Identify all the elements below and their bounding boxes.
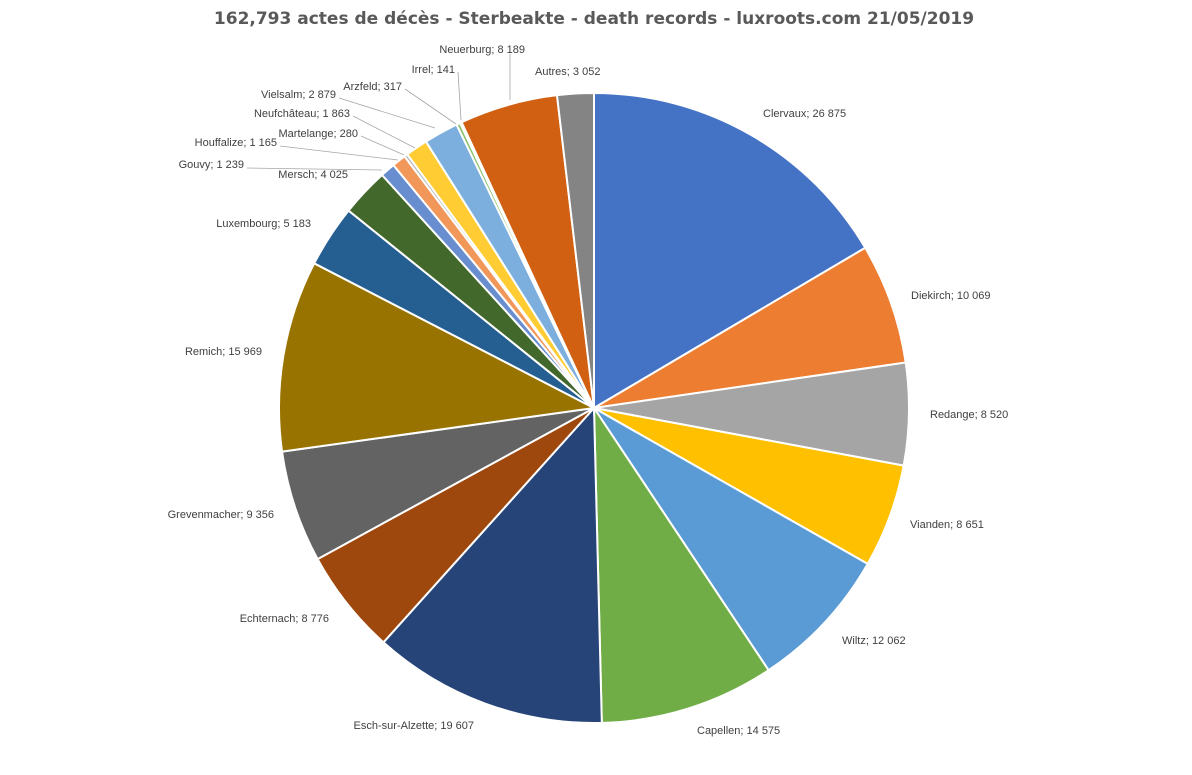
leader-line-houffalize bbox=[279, 145, 399, 161]
data-label-capellen: Capellen; 14 575 bbox=[697, 725, 780, 737]
leader-line-vielsalm bbox=[338, 97, 436, 129]
leader-line-neufchateau bbox=[352, 115, 416, 149]
data-label-arzfeld: Arzfeld; 317 bbox=[343, 81, 402, 93]
pie-slice-esch-sur-alzette bbox=[382, 405, 603, 724]
leader-line-irrel bbox=[457, 71, 462, 121]
leader-line-martelange bbox=[360, 135, 405, 156]
label-leader-lines bbox=[246, 54, 511, 171]
data-label-luxembourg: Luxembourg; 5 183 bbox=[216, 218, 311, 230]
data-label-vianden: Vianden; 8 651 bbox=[910, 519, 984, 531]
data-label-grevenmacher: Grevenmacher; 9 356 bbox=[168, 509, 274, 521]
data-label-mersch: Mersch; 4 025 bbox=[278, 169, 348, 181]
pie-slice-capellen bbox=[592, 404, 770, 724]
data-label-esch-sur-alzette: Esch-sur-Alzette; 19 607 bbox=[354, 720, 474, 732]
data-label-diekirch: Diekirch; 10 069 bbox=[911, 290, 991, 302]
data-label-wiltz: Wiltz; 12 062 bbox=[842, 635, 906, 647]
data-label-echternach: Echternach; 8 776 bbox=[240, 613, 329, 625]
data-label-houffalize: Houffalize; 1 165 bbox=[195, 137, 277, 149]
leader-line-arzfeld bbox=[404, 88, 457, 125]
chart-title: 162,793 actes de décès - Sterbeakte - de… bbox=[214, 9, 974, 29]
data-label-neufchateau: Neufchâteau; 1 863 bbox=[254, 108, 350, 120]
data-label-autres: Autres; 3 052 bbox=[535, 66, 600, 78]
leader-line-gouvy bbox=[246, 167, 383, 171]
pie-slice-clervaux bbox=[593, 91, 867, 410]
data-label-gouvy: Gouvy; 1 239 bbox=[179, 159, 244, 171]
data-label-redange: Redange; 8 520 bbox=[930, 409, 1008, 421]
pie-slice-remich bbox=[278, 261, 598, 453]
pie-slices bbox=[278, 91, 910, 724]
pie-slice-diekirch bbox=[593, 246, 907, 409]
data-labels: Clervaux; 26 875 Diekirch; 10 069 Redange;… bbox=[168, 44, 1009, 737]
data-label-remich: Remich; 15 969 bbox=[185, 346, 262, 358]
data-label-martelange: Martelange; 280 bbox=[279, 128, 359, 140]
data-label-vielsalm: Vielsalm; 2 879 bbox=[261, 89, 336, 101]
data-label-neuerburg: Neuerburg; 8 189 bbox=[439, 44, 525, 56]
data-label-clervaux: Clervaux; 26 875 bbox=[763, 108, 846, 120]
data-label-irrel: Irrel; 141 bbox=[412, 64, 455, 76]
pie-slice-wiltz bbox=[593, 407, 870, 672]
pie-slice-autres bbox=[555, 91, 595, 409]
